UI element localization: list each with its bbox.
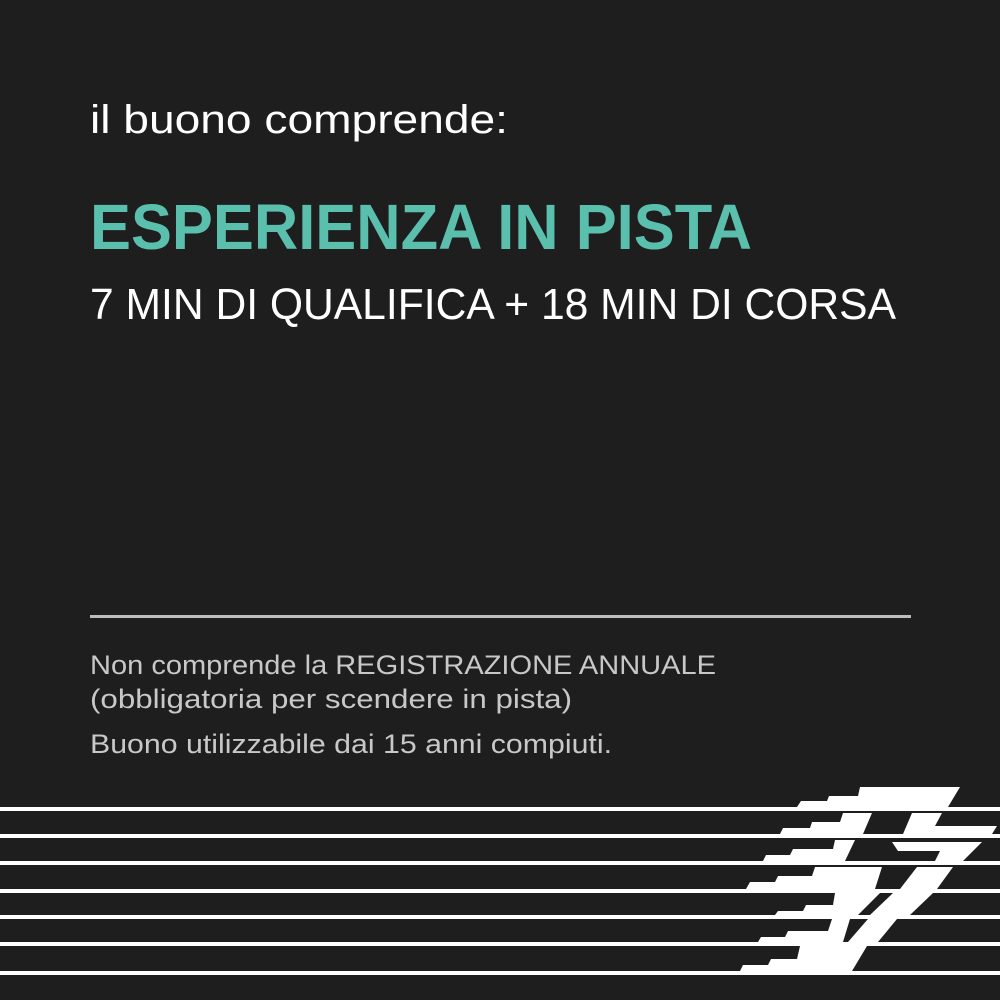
note-registration: Non comprende la REGISTRAZIONE ANNUALE: [90, 650, 716, 680]
logo-mark: [740, 787, 997, 971]
subheadline: 7 MIN DI QUALIFICA + 18 MIN DI CORSA: [90, 280, 896, 329]
divider: [90, 615, 911, 618]
note-mandatory: (obbligatoria per scendere in pista): [90, 684, 572, 714]
intro-text: il buono comprende:: [90, 98, 508, 142]
stripe-lines: [0, 807, 1000, 975]
headline: ESPERIENZA IN PISTA: [90, 191, 752, 263]
note-age: Buono utilizzabile dai 15 anni compiuti.: [90, 729, 612, 759]
striped-racing-logo: [0, 787, 1000, 975]
